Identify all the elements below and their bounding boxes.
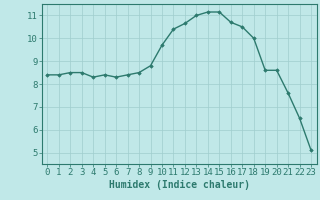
X-axis label: Humidex (Indice chaleur): Humidex (Indice chaleur) <box>109 180 250 190</box>
